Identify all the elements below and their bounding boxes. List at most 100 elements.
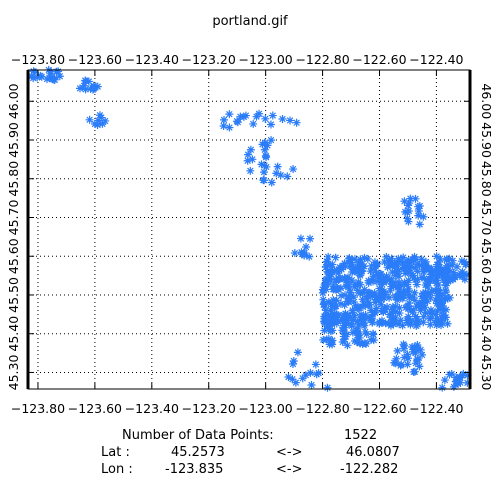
data-point-marker <box>456 378 465 387</box>
lon-min-value: -123.835 <box>165 462 223 477</box>
data-point-marker <box>257 160 266 169</box>
data-point-marker <box>410 263 419 272</box>
data-point-marker <box>412 280 421 289</box>
data-point-marker <box>369 272 378 281</box>
data-point-marker <box>260 161 269 170</box>
data-point-marker <box>328 260 337 269</box>
data-point-marker <box>418 350 427 359</box>
data-point-marker <box>431 267 440 276</box>
data-point-marker <box>394 283 403 292</box>
data-point-marker <box>377 300 386 309</box>
data-point-marker <box>419 312 428 321</box>
data-point-marker <box>322 257 331 266</box>
data-point-marker <box>340 300 349 309</box>
data-point-marker <box>243 156 252 165</box>
data-point-marker <box>364 301 373 310</box>
data-point-marker <box>387 254 396 263</box>
data-point-marker <box>236 112 245 121</box>
data-point-marker <box>260 176 269 185</box>
data-point-marker <box>400 353 409 362</box>
data-point-marker <box>394 272 403 281</box>
data-point-marker <box>415 201 424 210</box>
data-point-marker <box>320 326 329 335</box>
data-point-marker <box>433 276 442 285</box>
lon-max-value: -122.282 <box>340 462 398 477</box>
data-point-marker <box>437 298 446 307</box>
data-point-marker <box>331 302 340 311</box>
plot-frame <box>26 69 472 390</box>
data-point-marker <box>272 169 281 178</box>
data-point-marker <box>292 118 301 127</box>
y-tick-label-right: 45.70 <box>479 200 494 236</box>
data-point-marker <box>396 316 405 325</box>
data-point-marker <box>395 320 404 329</box>
data-point-marker <box>393 296 402 305</box>
data-point-marker <box>331 315 340 324</box>
data-point-marker <box>408 347 417 356</box>
data-point-marker <box>419 291 428 300</box>
data-point-marker <box>324 310 333 319</box>
data-point-marker <box>412 344 421 353</box>
data-point-marker <box>321 312 330 321</box>
data-point-marker <box>324 268 333 277</box>
y-tick-label-left: 45.50 <box>6 277 21 313</box>
data-point-marker <box>246 145 255 154</box>
data-point-marker <box>404 284 413 293</box>
data-point-marker <box>278 114 287 123</box>
data-point-marker <box>413 354 422 363</box>
data-point-marker <box>273 162 282 171</box>
data-point-marker <box>249 119 258 128</box>
data-point-marker <box>441 286 450 295</box>
data-point-marker <box>415 220 424 229</box>
data-point-marker <box>353 326 362 335</box>
data-point-marker <box>383 263 392 272</box>
data-point-marker <box>405 199 414 208</box>
data-point-marker <box>322 285 331 294</box>
data-point-marker <box>444 277 453 286</box>
data-point-marker <box>323 383 332 392</box>
data-point-marker <box>353 317 362 326</box>
data-point-marker <box>441 271 450 280</box>
data-point-marker <box>432 321 441 330</box>
data-point-marker <box>30 68 39 77</box>
y-tick-label-right: 45.30 <box>479 355 494 391</box>
data-point-marker <box>364 292 373 301</box>
data-point-marker <box>339 261 348 270</box>
data-point-marker <box>348 306 357 315</box>
data-point-marker <box>432 252 441 261</box>
data-point-marker <box>388 309 397 318</box>
data-point-marker <box>333 317 342 326</box>
data-point-marker <box>261 114 270 123</box>
data-point-marker <box>288 375 297 384</box>
data-point-marker <box>446 267 455 276</box>
data-point-marker <box>339 313 348 322</box>
data-point-marker <box>420 303 429 312</box>
data-point-marker <box>441 281 450 290</box>
x-tick-label-bottom: −122.60 <box>352 401 406 416</box>
x-tick-label-top: −122.60 <box>352 52 406 67</box>
data-point-marker <box>349 293 358 302</box>
data-point-marker <box>347 321 356 330</box>
data-point-marker <box>371 298 380 307</box>
data-point-marker <box>404 207 413 216</box>
data-point-marker <box>343 278 352 287</box>
data-point-marker <box>405 299 414 308</box>
data-point-marker <box>436 265 445 274</box>
data-point-marker <box>398 258 407 267</box>
data-point-marker <box>420 274 429 283</box>
data-point-marker <box>453 262 462 271</box>
data-point-marker <box>426 313 435 322</box>
data-point-marker <box>413 267 422 276</box>
data-point-marker <box>369 336 378 345</box>
data-point-marker <box>440 274 449 283</box>
data-point-marker <box>340 259 349 268</box>
data-point-marker <box>322 335 331 344</box>
data-point-marker <box>329 285 338 294</box>
data-point-marker <box>442 261 451 270</box>
data-point-marker <box>415 301 424 310</box>
data-point-marker <box>461 260 470 269</box>
data-point-marker <box>341 282 350 291</box>
data-point-marker <box>260 168 269 177</box>
data-point-marker <box>225 123 234 132</box>
data-point-marker <box>46 69 55 78</box>
